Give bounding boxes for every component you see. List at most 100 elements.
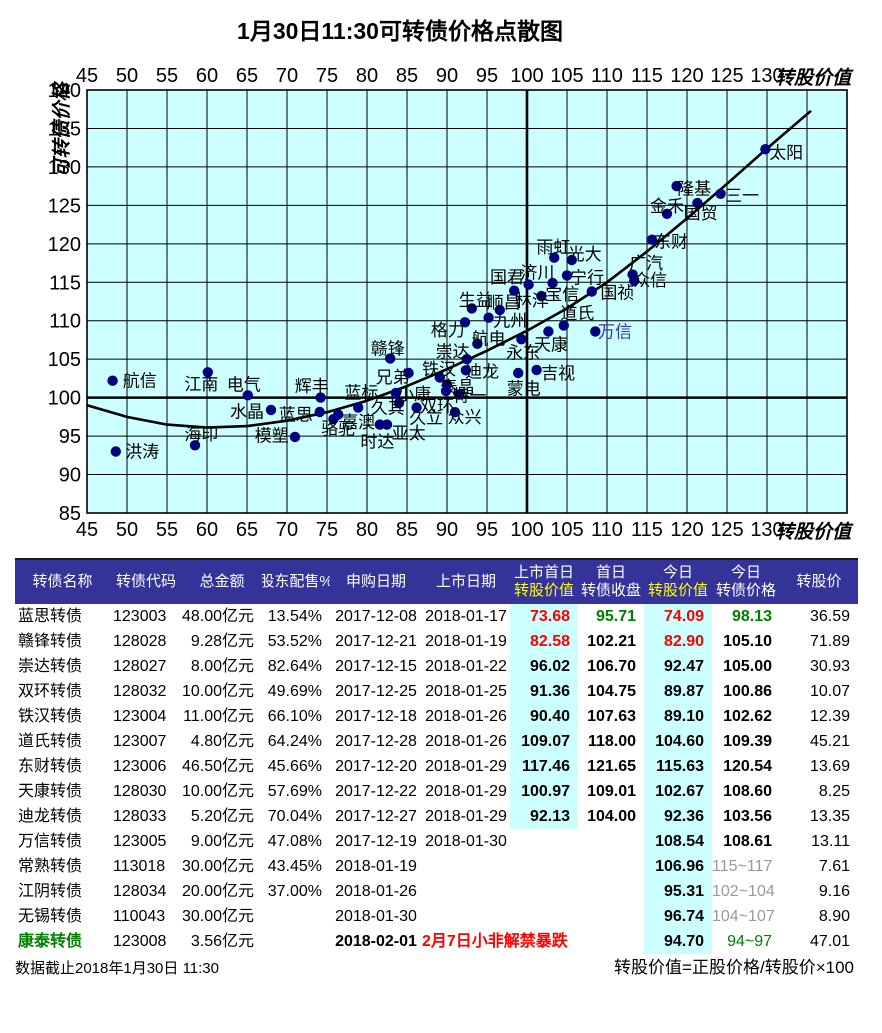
table-cell: 123005 (113, 833, 167, 850)
x-tick-bottom: 80 (356, 519, 378, 541)
table-cell: 109.39 (723, 733, 772, 750)
y-axis-title: 可转债价格 (51, 81, 73, 178)
x-tick-bottom: 65 (236, 519, 258, 541)
table-cell: 110043 (113, 908, 166, 925)
point-label-国祯: 国祯 (600, 283, 634, 302)
point-label-赣锋: 赣锋 (371, 339, 405, 358)
point-label-蒙电: 蒙电 (507, 379, 541, 398)
table-cell: 常熟转债 (18, 858, 83, 875)
column-header: 今日 转债价格 (715, 564, 776, 599)
x-tick-bottom: 110 (591, 519, 623, 541)
x-tick-top: 75 (316, 65, 338, 87)
table-cell: 2018-01-19 (425, 633, 507, 650)
table-cell: 4.80亿元 (190, 733, 254, 750)
point-label-格力: 格力 (431, 321, 465, 340)
point-label-崇达: 崇达 (436, 343, 470, 362)
table-row: 赣锋转债 128028 9.28亿元 53.52% 2017-12-21 2018-01-… (15, 629, 858, 654)
x-tick-bottom: 50 (116, 519, 138, 541)
x-tick-bottom: 130 (750, 519, 783, 541)
x-tick-top: 90 (436, 65, 458, 87)
table-cell: 37.00% (267, 883, 322, 900)
table-cell: 8.00亿元 (190, 658, 254, 675)
y-tick: 110 (49, 311, 81, 333)
table-cell: 128027 (113, 658, 167, 675)
point-label-小康: 小康 (397, 385, 431, 404)
column-header: 申购日期 (345, 573, 406, 590)
table-cell: 66.10% (267, 708, 322, 725)
table-cell: 2018-01-29 (425, 758, 507, 775)
scatter-point-太阳 (760, 144, 771, 155)
table-cell: 2017-12-18 (335, 708, 417, 725)
point-label-东财: 东财 (654, 233, 688, 252)
scatter-point-航电 (472, 338, 483, 349)
x-tick-bottom: 125 (710, 519, 743, 541)
table-cell: 天康转债 (18, 783, 83, 800)
y-tick: 130 (48, 157, 81, 179)
table-cell: 2018-01-30 (335, 908, 417, 925)
point-label-航电: 航电 (472, 329, 506, 348)
point-label-蓝标: 蓝标 (344, 383, 378, 402)
point-label-水晶: 水晶 (230, 403, 264, 422)
point-label-久立: 久立 (409, 409, 443, 428)
point-label-时达: 时达 (360, 433, 394, 452)
scatter-point-宝信 (547, 277, 558, 289)
table-cell: 92.36 (644, 804, 712, 829)
table-cell: 108.61 (723, 833, 772, 850)
point-label-隆基: 隆基 (677, 179, 711, 198)
bond-table: 转债名称 转债代码 总金额 股东配售% 申购日期 上市日期 上市首日 转股价值 首日 转债收盘 今日… (15, 558, 858, 954)
column-header: 转股价 (796, 573, 842, 590)
table-cell: 82.64% (267, 658, 322, 675)
table-cell: 106.96 (644, 854, 712, 879)
y-tick: 90 (59, 465, 81, 487)
column-header: 首日 转债收盘 (580, 564, 641, 599)
table-cell: 92.47 (644, 654, 712, 679)
x-tick-top: 95 (476, 65, 498, 87)
table-cell: 94~97 (727, 933, 772, 950)
table-cell (578, 879, 644, 904)
x-tick-top: 100 (510, 65, 543, 87)
plot-border (86, 89, 848, 514)
table-row: 万信转债 123005 9.00亿元 47.08% 2017-12-19 2018-01-… (15, 829, 858, 854)
x-tick-top: 60 (196, 65, 218, 87)
scatter-point-众兴 (449, 407, 461, 418)
table-row: 常熟转债 113018 30.00亿元 43.45% 2018-01-19 106.96 1… (15, 854, 858, 879)
table-cell: 94.70 (644, 929, 712, 954)
table-cell: 104.60 (644, 729, 712, 754)
table-cell: 109.01 (587, 783, 636, 800)
table-cell: 47.08% (267, 833, 322, 850)
scatter-point-九州 (483, 312, 494, 323)
table-cell: 13.35 (809, 808, 850, 825)
x-tick-bottom: 60 (196, 519, 218, 541)
scatter-point-久其 (393, 397, 405, 409)
x-tick-top: 120 (670, 65, 703, 87)
table-cell: 90.40 (510, 704, 578, 729)
scatter-point-亚太 (381, 419, 393, 430)
y-tick: 105 (48, 349, 81, 371)
table-cell: 万信转债 (18, 833, 83, 850)
table-cell: 104.00 (587, 808, 636, 825)
scatter-point-东财 (646, 234, 658, 245)
table-cell: 30.00亿元 (182, 858, 255, 875)
scatter-point-时达 (374, 419, 385, 430)
table-cell: 100.86 (723, 683, 772, 700)
table-cell: 东财转债 (18, 758, 83, 775)
table-cell: 20.00亿元 (182, 883, 255, 900)
point-label-众兴: 众兴 (448, 408, 482, 427)
table-cell: 10.07 (809, 683, 850, 700)
table-cell: 45.66% (267, 758, 322, 775)
point-label-骆驼: 骆驼 (321, 419, 355, 438)
table-cell: 74.09 (644, 604, 712, 629)
column-header: 上市首日 转股价值 (513, 564, 574, 599)
table-cell: 95.71 (595, 608, 636, 625)
table-cell: 92.13 (510, 804, 578, 829)
table-cell: 2017-12-15 (335, 658, 417, 675)
table-cell: 102.21 (587, 633, 636, 650)
point-label-光大: 光大 (568, 245, 602, 264)
table-row: 康泰转债 123008 3.56亿元 2018-02-01 2月7日小非解禁暴跌 94.7… (15, 929, 858, 954)
point-label-济川: 济川 (520, 263, 554, 282)
table-cell: 115.63 (644, 754, 712, 779)
table-cell: 108.60 (723, 783, 772, 800)
scatter-point-三一 (715, 188, 726, 199)
scatter-point-小康 (390, 387, 401, 399)
x-tick-top: 105 (550, 65, 583, 87)
